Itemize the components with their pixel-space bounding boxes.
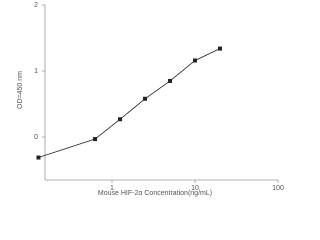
curve [38,48,221,158]
point [143,96,148,101]
point [217,46,222,51]
x-axis-label: Mouse HIF-2α Concentration(ng/mL) [98,190,212,197]
y-tick-label: 1 [34,68,38,75]
point [36,155,41,160]
y-tick-label: 0 [34,134,38,141]
point [168,78,173,83]
point [93,137,98,142]
y-tick-label: 2 [34,2,38,9]
point [193,58,197,63]
y-axis-label: OD=450 nm [17,71,24,109]
chart: Mouse HIF-2α Concentration(ng/mL) OD=450… [17,2,284,197]
point [118,117,123,122]
x-tick-label: 100 [272,185,284,192]
x-tick-label: 10 [191,185,199,192]
x-tick-label: 1 [110,185,114,192]
